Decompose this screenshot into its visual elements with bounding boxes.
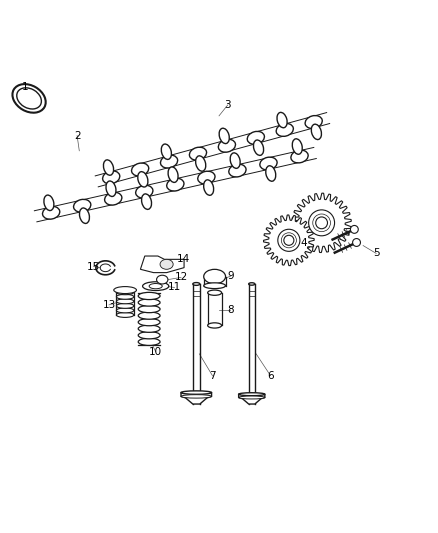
Ellipse shape <box>117 312 134 318</box>
Text: 14: 14 <box>177 254 190 264</box>
Ellipse shape <box>278 229 300 252</box>
Ellipse shape <box>12 84 46 112</box>
Ellipse shape <box>309 210 335 236</box>
Ellipse shape <box>247 132 265 144</box>
Ellipse shape <box>284 235 294 245</box>
Ellipse shape <box>229 164 246 177</box>
Ellipse shape <box>117 308 134 313</box>
Ellipse shape <box>181 391 212 394</box>
Ellipse shape <box>117 303 134 308</box>
Ellipse shape <box>249 282 255 285</box>
Ellipse shape <box>353 239 360 246</box>
Ellipse shape <box>167 178 184 191</box>
Polygon shape <box>292 193 351 253</box>
Ellipse shape <box>17 88 42 109</box>
Ellipse shape <box>138 319 160 326</box>
Text: 8: 8 <box>227 305 233 315</box>
Ellipse shape <box>316 217 328 229</box>
Ellipse shape <box>305 116 322 128</box>
Ellipse shape <box>161 144 171 159</box>
Polygon shape <box>181 393 212 404</box>
Ellipse shape <box>149 284 162 289</box>
Polygon shape <box>264 215 314 265</box>
Ellipse shape <box>313 214 330 232</box>
Ellipse shape <box>74 199 91 212</box>
Ellipse shape <box>138 293 160 300</box>
Text: 13: 13 <box>102 300 116 310</box>
Ellipse shape <box>218 139 236 152</box>
Ellipse shape <box>204 269 226 284</box>
Ellipse shape <box>239 396 265 399</box>
Ellipse shape <box>160 155 178 168</box>
Ellipse shape <box>138 299 160 306</box>
Ellipse shape <box>79 208 89 223</box>
Ellipse shape <box>138 325 160 332</box>
Text: 9: 9 <box>227 271 234 281</box>
Text: 1: 1 <box>21 83 28 93</box>
Ellipse shape <box>291 150 308 163</box>
Text: 12: 12 <box>174 272 187 282</box>
Ellipse shape <box>208 323 222 328</box>
Ellipse shape <box>219 128 230 143</box>
Ellipse shape <box>168 167 178 182</box>
Ellipse shape <box>204 180 214 195</box>
Polygon shape <box>141 256 184 272</box>
Ellipse shape <box>138 332 160 339</box>
Ellipse shape <box>105 192 122 205</box>
Ellipse shape <box>138 172 148 187</box>
Ellipse shape <box>281 233 297 248</box>
Ellipse shape <box>292 139 302 154</box>
Ellipse shape <box>138 338 160 345</box>
Ellipse shape <box>266 166 276 181</box>
Ellipse shape <box>138 312 160 319</box>
Ellipse shape <box>103 160 113 175</box>
Ellipse shape <box>239 393 265 395</box>
Ellipse shape <box>198 171 215 184</box>
Ellipse shape <box>260 157 277 170</box>
Ellipse shape <box>350 225 358 233</box>
Ellipse shape <box>117 299 134 304</box>
Ellipse shape <box>114 287 137 294</box>
Ellipse shape <box>208 290 222 295</box>
Ellipse shape <box>117 294 134 299</box>
Text: 6: 6 <box>267 370 274 381</box>
Text: 5: 5 <box>373 248 379 259</box>
Text: 2: 2 <box>74 131 81 141</box>
Ellipse shape <box>189 147 207 160</box>
Ellipse shape <box>143 282 169 290</box>
Ellipse shape <box>106 181 116 197</box>
Ellipse shape <box>131 163 149 176</box>
Ellipse shape <box>117 290 134 295</box>
Text: 15: 15 <box>87 262 100 271</box>
Ellipse shape <box>311 124 321 140</box>
Ellipse shape <box>44 195 54 211</box>
Ellipse shape <box>193 282 200 285</box>
Ellipse shape <box>196 156 206 171</box>
Ellipse shape <box>181 394 212 398</box>
Ellipse shape <box>160 260 173 269</box>
Text: 11: 11 <box>168 282 181 293</box>
Ellipse shape <box>156 275 168 284</box>
Ellipse shape <box>204 283 226 288</box>
Ellipse shape <box>254 140 264 156</box>
Ellipse shape <box>42 206 60 219</box>
Ellipse shape <box>277 112 287 128</box>
Ellipse shape <box>136 185 153 198</box>
Text: 3: 3 <box>224 100 231 110</box>
Ellipse shape <box>141 194 152 209</box>
Ellipse shape <box>138 305 160 313</box>
Ellipse shape <box>276 124 293 136</box>
Ellipse shape <box>230 153 240 168</box>
Text: 4: 4 <box>301 238 307 248</box>
Polygon shape <box>239 394 265 404</box>
Text: 7: 7 <box>209 370 216 381</box>
Text: 10: 10 <box>149 346 162 357</box>
Ellipse shape <box>102 171 120 184</box>
